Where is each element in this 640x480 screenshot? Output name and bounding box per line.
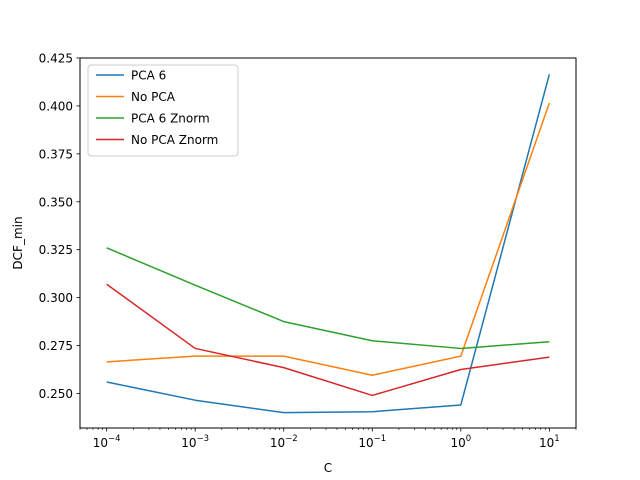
legend-label: No PCA Znorm (131, 133, 218, 147)
legend-box (87, 64, 239, 157)
y-tick-label: 0.400 (39, 99, 73, 113)
x-tick-label: 10−4 (93, 434, 121, 450)
x-tick-label-exponent: 0 (466, 434, 471, 444)
y-tick-label: 0.425 (39, 52, 73, 66)
legend-label: PCA 6 Znorm (131, 112, 210, 126)
y-tick-label: 0.325 (39, 243, 73, 257)
x-tick-label-exponent: 1 (554, 434, 559, 444)
x-axis-label: C (324, 461, 332, 475)
x-tick-label-base: 10 (450, 436, 465, 450)
x-tick-label: 10−2 (270, 434, 298, 450)
y-tick-label: 0.300 (39, 291, 73, 305)
x-tick-label: 10−3 (181, 434, 209, 450)
series-line-3 (106, 247, 550, 350)
series-line-2 (106, 102, 551, 377)
x-tick-label-exponent: −2 (285, 434, 298, 444)
legend-label: No PCA (131, 90, 176, 104)
y-tick-label: 0.350 (39, 195, 73, 209)
plot-frame (79, 57, 577, 429)
y-axis: 0.250 0.275 0.300 0.325 0.350 0.375 0.400 0.425 (39, 52, 80, 401)
x-tick-label: 100 (450, 434, 471, 450)
x-tick-label-base: 10 (181, 436, 196, 450)
y-tick-label: 0.250 (39, 387, 73, 401)
x-tick-label: 10−1 (358, 434, 386, 450)
x-tick-label-base: 10 (358, 436, 373, 450)
x-tick-label-exponent: −4 (108, 434, 121, 444)
x-tick-label-exponent: −1 (374, 434, 387, 444)
plot-lines (106, 74, 551, 414)
legend-label: PCA 6 (131, 69, 166, 83)
series-line-1 (106, 74, 551, 414)
legend: PCA 6 No PCA PCA 6 Znorm No PCA Znorm (87, 64, 239, 157)
y-axis-label: DCF_min (11, 216, 25, 269)
x-tick-label-base: 10 (93, 436, 108, 450)
series-line-4 (106, 283, 550, 397)
x-tick-label: 101 (539, 434, 560, 450)
x-axis: 10−4 10−3 10−2 10−1 100 101 (79, 428, 577, 450)
y-tick-label: 0.275 (39, 339, 73, 353)
x-tick-label-exponent: −3 (197, 434, 210, 444)
x-tick-label-base: 10 (539, 436, 554, 450)
x-tick-label-base: 10 (270, 436, 285, 450)
y-tick-label: 0.375 (39, 147, 73, 161)
